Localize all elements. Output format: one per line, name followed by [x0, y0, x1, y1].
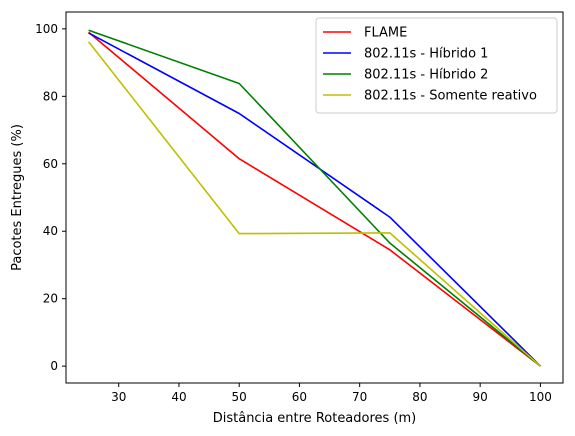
series-layer [87, 29, 541, 367]
y-tick-label: 100 [35, 22, 58, 36]
series-line-4 [87, 41, 541, 367]
x-axis-label: Distância entre Roteadores (m) [213, 411, 417, 426]
x-tick-label: 70 [352, 390, 367, 404]
y-tick-label: 20 [43, 292, 58, 306]
x-tick-label: 100 [529, 390, 552, 404]
y-tick-label: 0 [50, 359, 58, 373]
x-tick-label: 90 [473, 390, 488, 404]
x-tick-label: 50 [232, 390, 247, 404]
y-axis-label: Pacotes Entregues (%) [10, 124, 25, 271]
series-line-3 [88, 29, 541, 367]
x-tick-label: 30 [111, 390, 126, 404]
series-line-2 [88, 32, 541, 367]
legend-label-2: 802.11s - Híbrido 1 [364, 47, 488, 62]
y-axis: 0 20 40 60 80 100 [35, 22, 66, 373]
legend-label-4: 802.11s - Somente reativo [364, 89, 537, 104]
x-tick-label: 80 [412, 390, 427, 404]
plot-frame [65, 11, 564, 384]
x-tick-label: 60 [292, 390, 307, 404]
legend-label-3: 802.11s - Híbrido 2 [364, 68, 488, 83]
series-line-1 [88, 31, 541, 367]
x-axis: 30 40 50 60 70 80 90 100 [111, 383, 552, 404]
y-tick-label: 40 [43, 224, 58, 238]
x-tick-label: 40 [171, 390, 186, 404]
legend: FLAME 802.11s - Híbrido 1 802.11s - Híbrid… [315, 17, 558, 114]
y-tick-label: 80 [43, 89, 58, 103]
legend-label-1: FLAME [364, 26, 407, 41]
legend-box [315, 17, 558, 114]
y-tick-label: 60 [43, 157, 58, 171]
